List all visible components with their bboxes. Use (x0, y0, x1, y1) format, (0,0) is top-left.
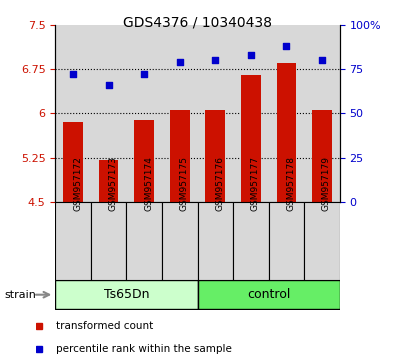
Point (70, 72, 76, 77)
Text: percentile rank within the sample: percentile rank within the sample (56, 344, 231, 354)
Bar (63, 122, 83, 202)
FancyBboxPatch shape (91, 202, 126, 280)
Bar (276, 63, 296, 202)
FancyBboxPatch shape (55, 202, 91, 280)
Bar (170, 110, 190, 202)
Text: GSM957172: GSM957172 (73, 156, 82, 211)
FancyBboxPatch shape (126, 202, 162, 280)
Bar (162, 25, 198, 202)
Point (177, 59, 183, 65)
Text: strain: strain (4, 290, 36, 300)
Bar (91, 25, 126, 202)
Bar (233, 25, 269, 202)
Point (212, 57, 218, 63)
Bar (126, 25, 162, 202)
Text: GDS4376 / 10340438: GDS4376 / 10340438 (123, 16, 272, 30)
Text: Ts65Dn: Ts65Dn (103, 288, 149, 301)
FancyBboxPatch shape (304, 202, 340, 280)
FancyBboxPatch shape (162, 202, 198, 280)
Text: control: control (247, 288, 290, 301)
Point (141, 72, 147, 77)
Text: transformed count: transformed count (56, 321, 153, 331)
Text: GSM957173: GSM957173 (109, 156, 118, 211)
Point (248, 52, 254, 58)
Bar (269, 25, 304, 202)
Point (319, 57, 325, 63)
Bar (198, 25, 233, 202)
Text: GSM957179: GSM957179 (322, 156, 331, 211)
Text: GSM957178: GSM957178 (286, 156, 295, 211)
Text: GSM957176: GSM957176 (215, 156, 224, 211)
Point (283, 43, 290, 49)
Text: GSM957174: GSM957174 (144, 156, 153, 211)
FancyBboxPatch shape (198, 280, 340, 309)
FancyBboxPatch shape (55, 280, 198, 309)
Bar (55, 25, 91, 202)
Text: GSM957175: GSM957175 (180, 156, 189, 211)
Bar (99, 160, 118, 202)
FancyBboxPatch shape (269, 202, 304, 280)
Text: GSM957177: GSM957177 (251, 156, 260, 211)
Bar (304, 25, 340, 202)
FancyBboxPatch shape (198, 202, 233, 280)
Bar (134, 120, 154, 202)
Bar (241, 75, 261, 202)
Point (105, 82, 112, 88)
Bar (205, 110, 225, 202)
FancyBboxPatch shape (233, 202, 269, 280)
Bar (312, 110, 332, 202)
